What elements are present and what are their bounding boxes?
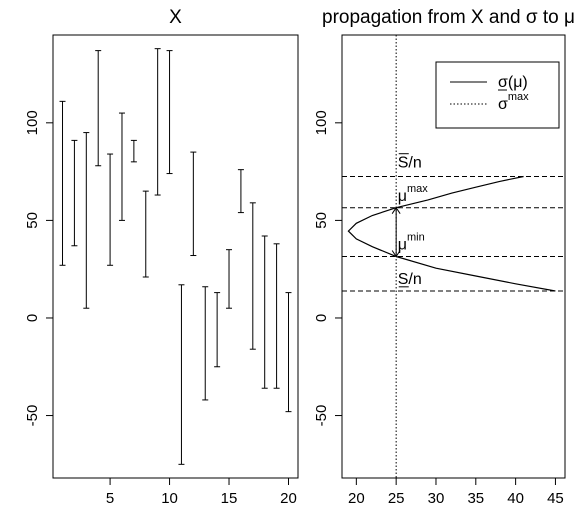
- prop-x-tick-label: 40: [507, 490, 524, 507]
- x-x-tick-label: 10: [161, 490, 178, 507]
- x-y-tick-label: 0: [24, 314, 41, 322]
- prop-x-tick-label: 20: [348, 490, 365, 507]
- x-y-tick-label: -50: [24, 405, 41, 427]
- legend-label: σmax: [498, 91, 529, 113]
- prop-x-tick-label: 35: [467, 490, 484, 507]
- prop-y-tick-label: 0: [313, 314, 330, 322]
- x-x-tick-label: 20: [280, 490, 297, 507]
- annotation-label: S/n: [398, 271, 422, 288]
- annotation-label: μmin: [398, 232, 425, 254]
- legend-box: [435, 61, 560, 129]
- prop-title: propagation from X and σ to μ: [322, 7, 575, 28]
- x-x-tick-label: 5: [106, 490, 114, 507]
- x-y-tick-label: 100: [24, 110, 41, 135]
- prop-x-tick-label: 25: [388, 490, 405, 507]
- prop-y-tick-label: -50: [313, 405, 330, 427]
- chart-panel-propagation: propagation from X and σ to μ 20 25 30 35 40 4…: [313, 7, 575, 507]
- prop-y-tick-label: 100: [313, 110, 330, 135]
- annotation-label: μmax: [398, 183, 428, 205]
- arrow-head-top: [391, 206, 401, 214]
- legend-label: σ(μ): [498, 74, 528, 91]
- prop-x-tick-label: 30: [428, 490, 445, 507]
- annotation-label: S/n: [398, 155, 422, 172]
- x-title: X: [169, 7, 182, 28]
- prop-y-tick-label: 50: [313, 212, 330, 229]
- x-y-tick-label: 50: [24, 212, 41, 229]
- x-plot-frame: [52, 34, 299, 479]
- chart-panel-x: X 5 10 15 20 -50 0 50 100: [24, 7, 299, 507]
- sigma-mu-curve: [347, 175, 556, 292]
- arrow-head-bottom: [391, 250, 401, 258]
- prop-x-tick-label: 45: [547, 490, 564, 507]
- x-x-tick-label: 15: [221, 490, 238, 507]
